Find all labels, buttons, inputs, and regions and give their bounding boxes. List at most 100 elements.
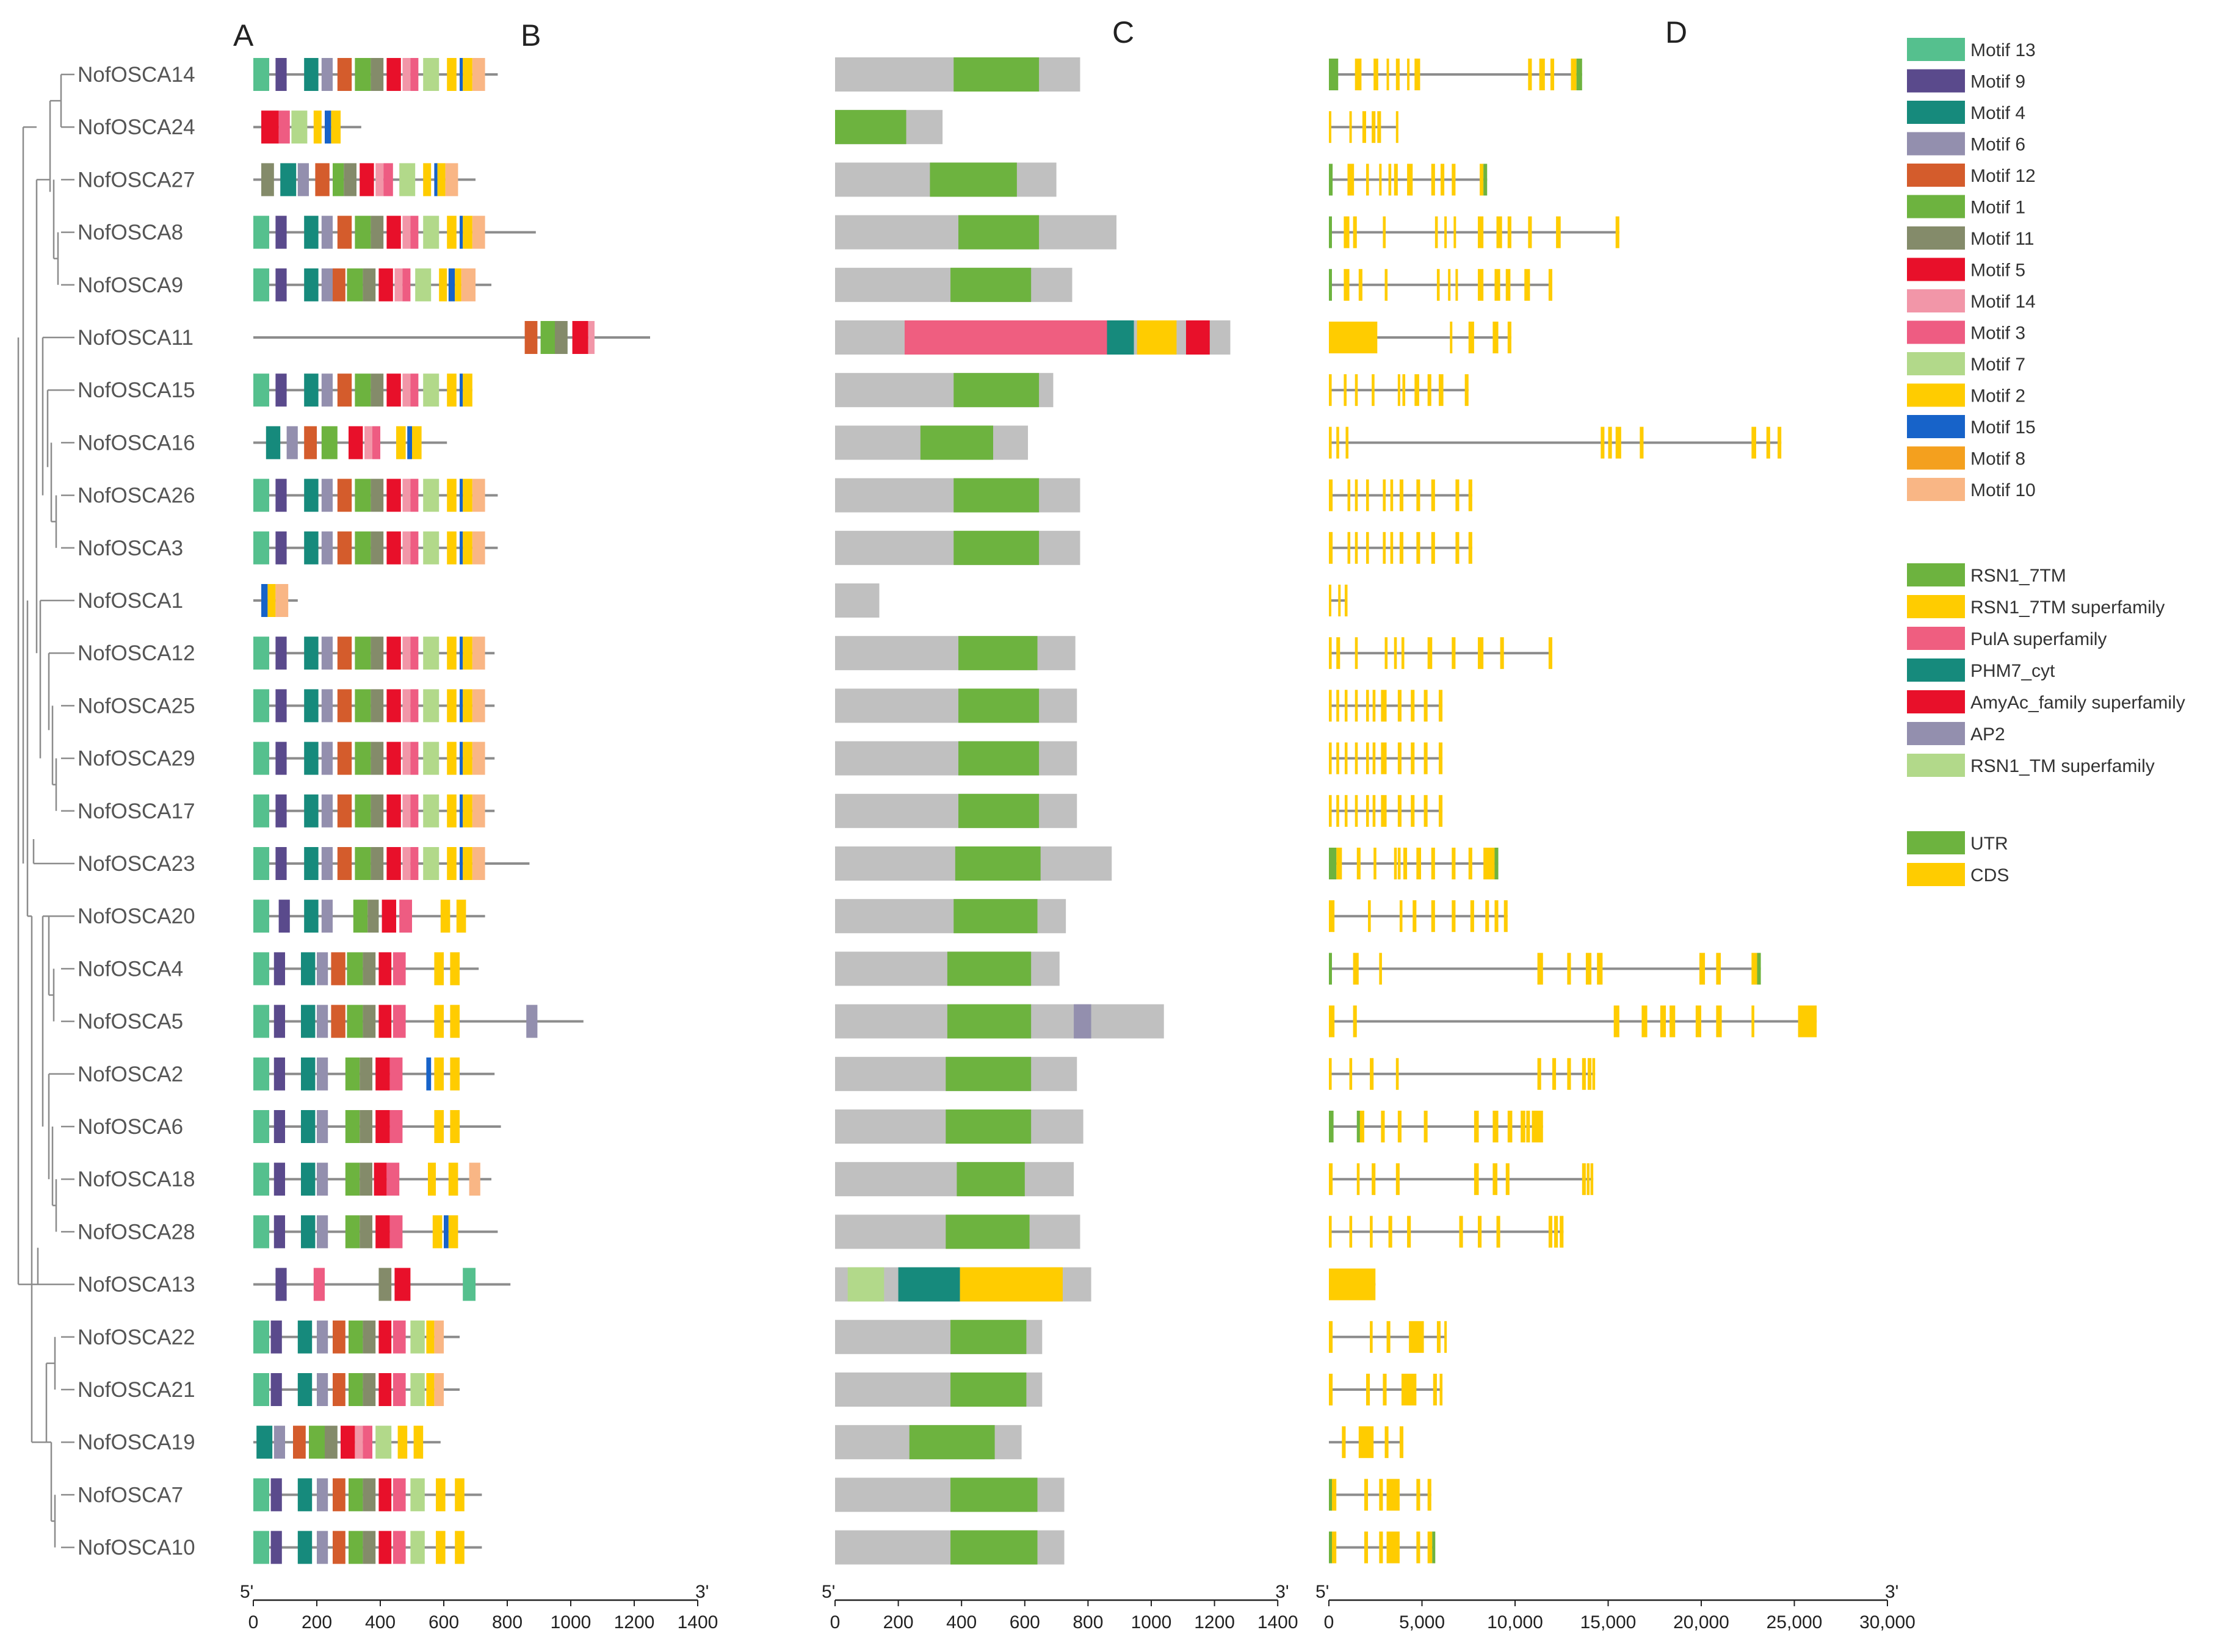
motif-box bbox=[434, 1110, 444, 1143]
gene-name-label: NofOSCA19 bbox=[78, 1430, 195, 1454]
cds-exon bbox=[1494, 900, 1499, 932]
domain-box bbox=[904, 320, 1107, 355]
motif-box bbox=[317, 1320, 328, 1354]
motif-box bbox=[333, 1478, 345, 1512]
domain-box bbox=[960, 1267, 1063, 1302]
motif-box bbox=[337, 689, 352, 723]
motif-box bbox=[423, 689, 440, 723]
cds-exon bbox=[1438, 742, 1443, 774]
legend-swatch bbox=[1907, 38, 1965, 61]
motif-box bbox=[423, 478, 440, 512]
protein-bar bbox=[835, 688, 1077, 723]
motif-box bbox=[253, 637, 269, 670]
cds-exon bbox=[1366, 690, 1369, 722]
cds-exon bbox=[1500, 637, 1504, 669]
motif-box bbox=[413, 1426, 424, 1459]
motif-box bbox=[304, 215, 319, 249]
motif-box bbox=[447, 847, 457, 880]
motif-box bbox=[275, 689, 287, 723]
cds-exon bbox=[1640, 427, 1644, 459]
motif-box bbox=[397, 1426, 408, 1459]
motif-box bbox=[445, 163, 458, 197]
cds-exon bbox=[1567, 1058, 1571, 1090]
motif-box bbox=[393, 1373, 406, 1406]
domain-box bbox=[1185, 320, 1210, 355]
gene-name-label: NofOSCA7 bbox=[78, 1483, 183, 1507]
cds-exon bbox=[1338, 585, 1341, 616]
motif-box bbox=[297, 163, 309, 197]
cds-exon bbox=[1399, 532, 1403, 564]
domain-box bbox=[1107, 320, 1134, 355]
motif-box bbox=[301, 1005, 316, 1038]
motif-box bbox=[423, 794, 440, 828]
cds-exon bbox=[1344, 269, 1350, 301]
cds-exon bbox=[1444, 216, 1447, 248]
motif-box bbox=[402, 794, 411, 828]
motif-box bbox=[378, 1373, 392, 1406]
motif-box bbox=[317, 1057, 328, 1091]
motif-box bbox=[321, 531, 333, 564]
cds-exon bbox=[1411, 742, 1415, 774]
cds-exon bbox=[1582, 1163, 1586, 1196]
axis-start-label: 5' bbox=[1315, 1582, 1329, 1602]
motif-box bbox=[301, 1057, 316, 1091]
motif-box bbox=[349, 1531, 363, 1564]
cds-exon bbox=[1548, 637, 1552, 669]
motif-box bbox=[410, 689, 419, 723]
motif-box bbox=[360, 1110, 372, 1143]
legend-label: CDS bbox=[1970, 865, 2009, 886]
domain-box bbox=[920, 425, 993, 460]
motif-box bbox=[321, 58, 333, 91]
motif-box bbox=[360, 163, 374, 197]
tick-label: 25,000 bbox=[1767, 1612, 1823, 1632]
motif-box bbox=[439, 268, 447, 301]
motif-box bbox=[375, 1426, 392, 1459]
motif-box bbox=[253, 268, 269, 301]
cds-exon bbox=[1613, 1005, 1619, 1037]
protein-bar bbox=[835, 741, 1077, 776]
cds-exon bbox=[1383, 479, 1386, 511]
motif-box bbox=[275, 1268, 287, 1301]
legend-label: Motif 3 bbox=[1970, 323, 2025, 344]
cds-exon bbox=[1394, 637, 1397, 669]
cds-exon bbox=[1386, 1321, 1391, 1353]
motif-box bbox=[436, 1478, 446, 1512]
cds-exon bbox=[1409, 1321, 1424, 1353]
motif-box bbox=[588, 321, 595, 354]
tick-label: 1200 bbox=[1194, 1612, 1235, 1632]
motif-box bbox=[389, 1215, 403, 1249]
cds-exon bbox=[1345, 427, 1349, 459]
cds-exon bbox=[1373, 59, 1378, 90]
motif-box bbox=[304, 58, 319, 91]
motif-box bbox=[455, 1478, 465, 1512]
motif-box bbox=[333, 1320, 345, 1354]
cds-exon bbox=[1386, 1479, 1400, 1511]
cds-exon bbox=[1379, 164, 1382, 196]
domain-box bbox=[930, 162, 1017, 197]
motif-box bbox=[389, 1110, 403, 1143]
phylogenetic-tree bbox=[17, 73, 74, 1548]
motif-box bbox=[363, 268, 376, 301]
cds-exon bbox=[1366, 479, 1369, 511]
motif-box bbox=[363, 1320, 376, 1354]
domain-box bbox=[909, 1425, 995, 1460]
cds-exon bbox=[1329, 111, 1331, 143]
cds-exon bbox=[1355, 690, 1358, 722]
motif-box bbox=[448, 268, 455, 301]
motif-box bbox=[524, 321, 538, 354]
motif-box bbox=[386, 373, 401, 407]
cds-exon bbox=[1474, 1111, 1479, 1142]
cds-exon bbox=[1397, 374, 1400, 406]
cds-exon bbox=[1366, 742, 1369, 774]
legend-swatch bbox=[1907, 383, 1965, 407]
motif-box bbox=[394, 1268, 411, 1301]
cds-exon bbox=[1554, 1216, 1558, 1248]
cds-exon bbox=[1362, 111, 1366, 143]
motif-box bbox=[317, 1005, 328, 1038]
panel-label-c: C bbox=[1112, 15, 1134, 49]
cds-exon bbox=[1394, 848, 1397, 879]
motif-box bbox=[444, 1215, 449, 1249]
motif-box bbox=[463, 637, 472, 670]
motif-box bbox=[253, 478, 269, 512]
motif-box bbox=[333, 1373, 345, 1406]
